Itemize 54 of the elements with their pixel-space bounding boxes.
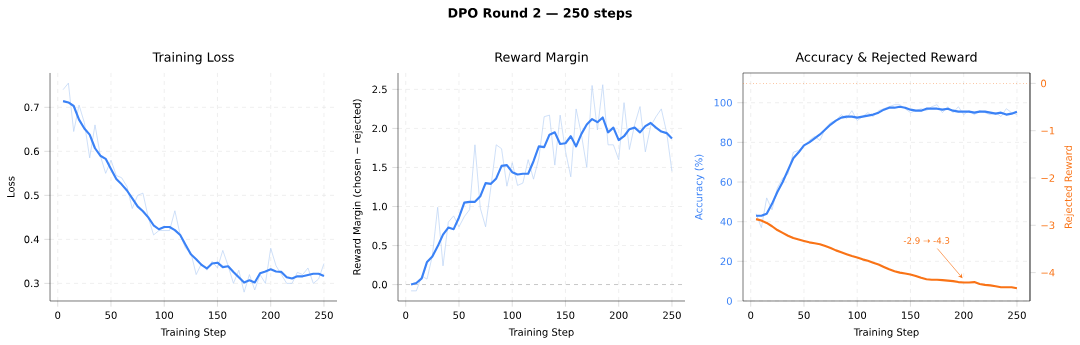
y-tick-label: 0.4 xyxy=(24,235,40,244)
y-tick-label: 40 xyxy=(720,217,732,226)
y-tick-label: 0 xyxy=(726,297,732,305)
x-tick-label: 150 xyxy=(902,311,920,319)
chart-title: Accuracy & Rejected Reward xyxy=(795,52,977,65)
y-tick-label: 20 xyxy=(720,257,732,266)
y-tick-label: 1.5 xyxy=(372,163,387,172)
y2-tick-label: −4 xyxy=(1041,268,1055,277)
x-tick-label: 100 xyxy=(848,311,867,319)
y2-tick-label: −1 xyxy=(1041,127,1055,135)
y2-axis-title: Rejected Reward xyxy=(1064,145,1074,228)
x-axis-title: Training Step xyxy=(508,328,574,338)
line-series xyxy=(410,84,673,292)
y-tick-label: 1.0 xyxy=(372,202,387,211)
x-tick-label: 250 xyxy=(663,311,681,319)
x-tick-label: 200 xyxy=(609,311,628,319)
x-tick-label: 150 xyxy=(209,311,227,319)
chart-title: Training Loss xyxy=(152,52,234,65)
x-tick-label: 250 xyxy=(1008,311,1026,319)
x-tick-label: 0 xyxy=(748,311,754,319)
x-tick-label: 50 xyxy=(453,311,465,319)
y-tick-label: 100 xyxy=(714,98,732,107)
text: DPO Round 2 — 250 steps xyxy=(448,7,632,21)
y2-tick-label: −3 xyxy=(1041,221,1055,230)
x-axis-title: Training Step xyxy=(160,328,226,338)
y-tick-label: 0.5 xyxy=(24,191,39,200)
x-tick-label: 50 xyxy=(105,311,117,319)
x-tick-label: 200 xyxy=(261,311,280,319)
x-tick-label: 200 xyxy=(954,311,973,319)
y-tick-label: 2.0 xyxy=(372,124,387,133)
x-tick-label: 0 xyxy=(403,311,409,319)
y-tick-label: 80 xyxy=(720,138,732,147)
y-axis-title: Reward Margin (chosen − rejected) xyxy=(352,99,363,275)
y-tick-label: 60 xyxy=(720,178,732,186)
y-tick-label: 0.7 xyxy=(24,103,39,112)
annotation: -2.9 → -4.3 xyxy=(903,237,950,244)
y-axis-title: Loss xyxy=(7,176,15,197)
x-tick-label: 50 xyxy=(798,311,810,319)
y2-tick-label: 0 xyxy=(1041,79,1047,88)
x-tick-label: 100 xyxy=(503,311,522,319)
y2-tick-label: −2 xyxy=(1041,174,1055,182)
y-tick-label: 2.5 xyxy=(372,85,387,94)
x-axis-title: Training Step xyxy=(853,328,919,338)
x-tick-label: 100 xyxy=(155,311,174,319)
y-tick-label: 0.0 xyxy=(372,280,387,289)
chart-title: Reward Margin xyxy=(495,52,588,65)
x-tick-label: 0 xyxy=(55,311,61,319)
y-tick-label: 0.3 xyxy=(24,279,39,288)
x-tick-label: 250 xyxy=(315,311,333,319)
line-series xyxy=(409,116,674,286)
y-tick-label: 0.6 xyxy=(24,147,39,156)
y-axis-title: Accuracy (%) xyxy=(694,154,705,220)
y-tick-label: 0.5 xyxy=(372,241,387,250)
x-tick-label: 150 xyxy=(557,311,575,319)
